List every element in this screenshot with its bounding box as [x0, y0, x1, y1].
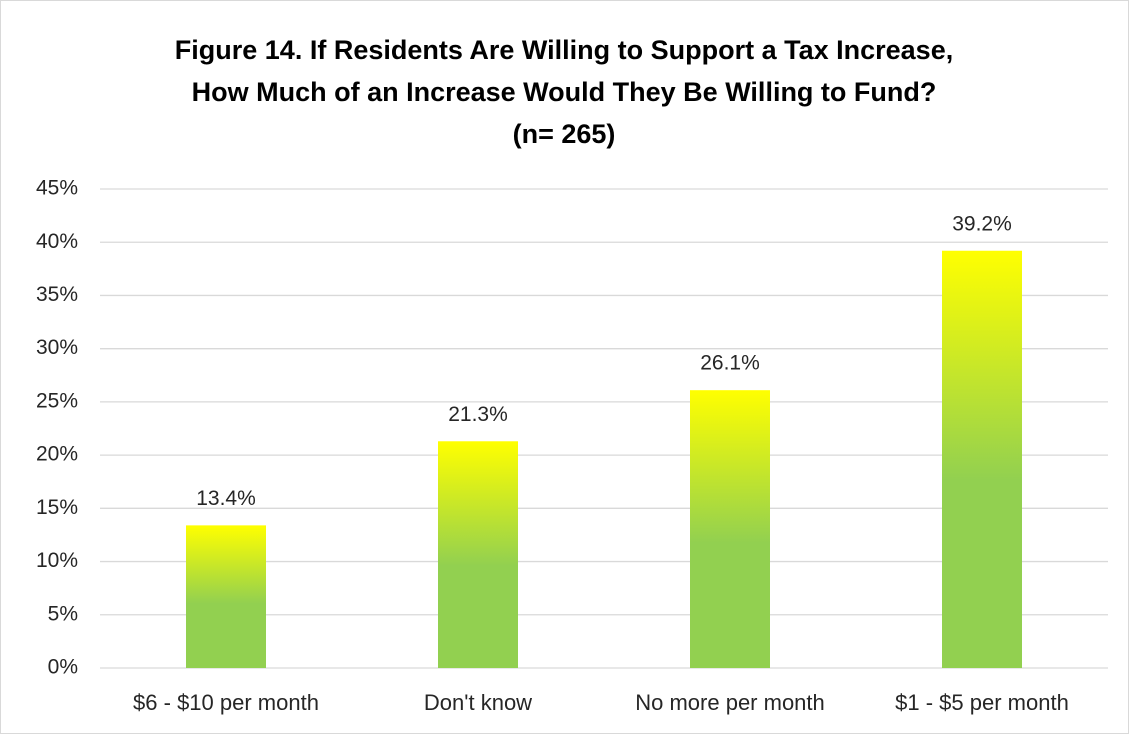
y-tick-label: 40% [36, 230, 78, 253]
x-tick-label: No more per month [635, 690, 825, 715]
y-tick-label: 5% [48, 602, 78, 625]
chart-title: How Much of an Increase Would They Be Wi… [192, 77, 937, 107]
chart-title: (n= 265) [513, 119, 616, 149]
data-label: 26.1% [700, 352, 760, 375]
y-tick-label: 15% [36, 496, 78, 519]
bar [942, 250, 1022, 668]
x-tick-label: Don't know [424, 690, 532, 715]
data-label: 21.3% [448, 403, 508, 426]
x-tick-label: $1 - $5 per month [895, 690, 1069, 715]
y-tick-label: 0% [48, 656, 78, 679]
y-tick-label: 10% [36, 549, 78, 572]
y-tick-label: 45% [36, 177, 78, 200]
y-tick-label: 30% [36, 336, 78, 359]
y-tick-label: 25% [36, 389, 78, 412]
bar [690, 390, 770, 668]
data-label: 39.2% [952, 212, 1012, 235]
data-label: 13.4% [196, 487, 256, 510]
bar [438, 441, 518, 668]
x-tick-label: $6 - $10 per month [133, 690, 319, 715]
bar [186, 525, 266, 668]
y-tick-label: 20% [36, 443, 78, 466]
y-tick-label: 35% [36, 283, 78, 306]
chart-title: Figure 14. If Residents Are Willing to S… [175, 35, 953, 65]
